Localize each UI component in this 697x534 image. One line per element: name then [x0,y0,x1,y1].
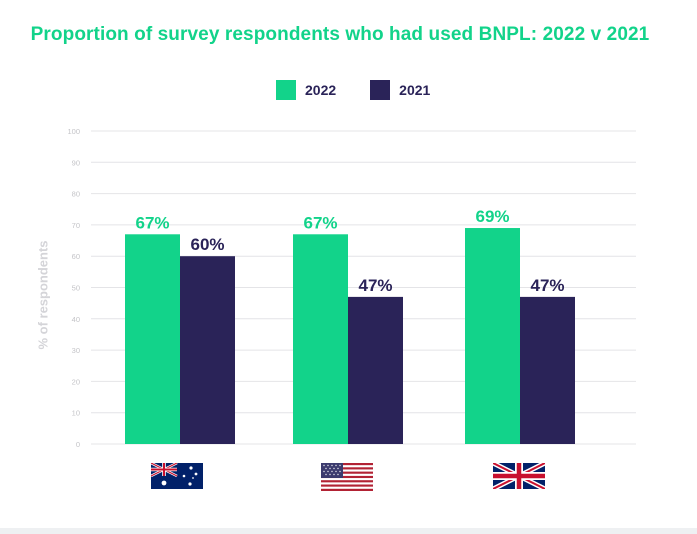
legend-label-2022: 2022 [305,82,337,98]
chart-title: Proportion of survey respondents who had… [30,24,650,45]
usa-flag-icon [321,463,373,491]
bar [180,256,235,444]
bar-data-label: 67% [135,213,169,232]
legend-swatch-2022 [276,80,296,100]
bar-data-label: 67% [303,213,337,232]
y-tick-label: 60 [72,252,80,261]
australia-flag-icon [151,463,203,489]
uk-flag-icon [493,463,545,489]
bar [348,296,403,444]
y-tick-label: 80 [72,190,80,199]
bar [293,234,348,444]
bar-data-label: 47% [530,276,564,295]
bar [520,296,575,444]
legend-label-2021: 2021 [399,82,431,98]
bar [125,234,180,444]
y-tick-label: 30 [72,346,80,355]
card-shadow [0,528,697,534]
legend-swatch-2021 [370,80,391,100]
bar-data-label: 69% [475,207,509,226]
y-tick-label: 90 [72,158,80,167]
bar-data-label: 47% [358,276,392,295]
y-tick-label: 10 [72,409,80,418]
y-tick-label: 70 [72,221,80,230]
legend-item-2022: 2022 [276,80,336,100]
legend-item-2021: 2021 [370,80,430,100]
y-tick-label: 50 [72,284,80,293]
y-tick-label: 100 [67,127,80,136]
y-tick-label: 0 [76,440,80,449]
legend: 2022 2021 [276,80,430,100]
y-tick-label: 40 [72,315,80,324]
bar-data-label: 60% [190,235,224,254]
y-tick-label: 20 [72,377,80,386]
bar [465,228,520,444]
